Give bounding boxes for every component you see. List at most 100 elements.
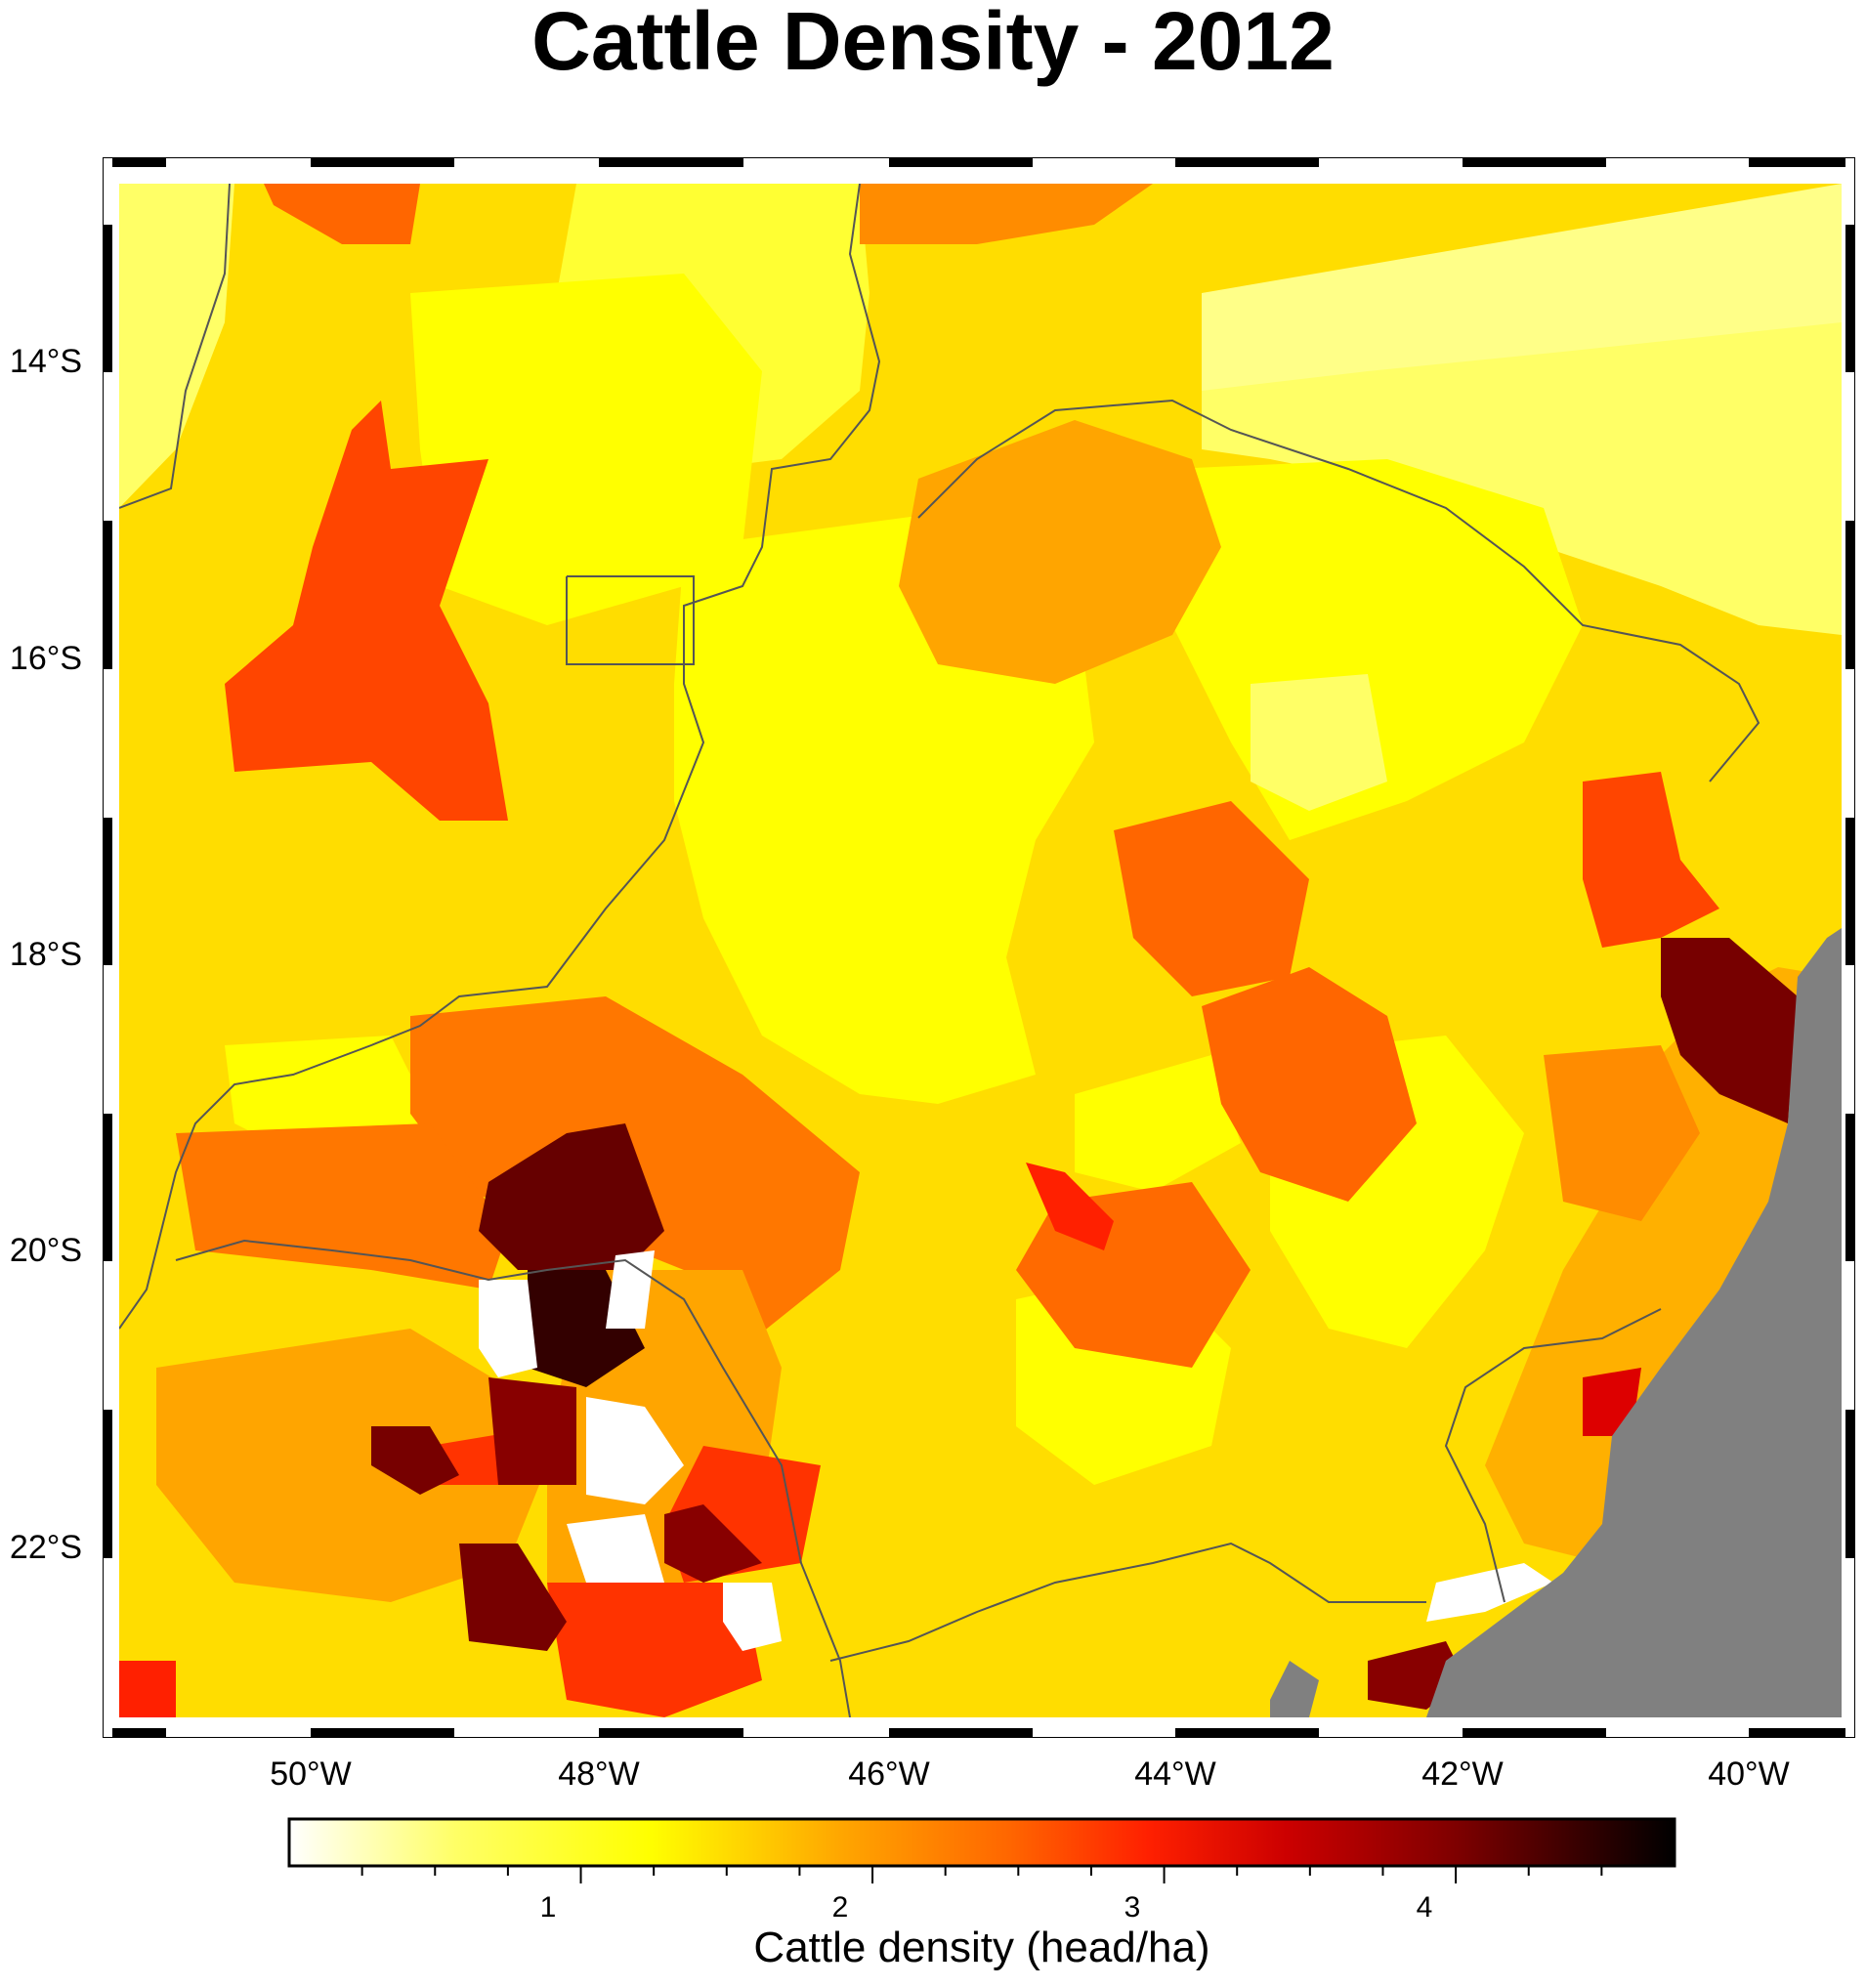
lon-label: 42°W xyxy=(1421,1755,1504,1793)
frame-segment xyxy=(1845,1410,1854,1558)
frame-segment xyxy=(1175,1728,1319,1737)
frame-segment xyxy=(599,158,743,167)
colorbar-gradient xyxy=(287,1817,1676,1868)
frame-segment xyxy=(104,965,112,1114)
frame-segment xyxy=(1845,225,1854,372)
frame-segment xyxy=(1463,158,1606,167)
frame-segment xyxy=(104,521,112,669)
frame-segment xyxy=(104,158,112,225)
frame-segment xyxy=(1749,158,1854,167)
state-borders xyxy=(119,184,1760,1717)
colorbar-label: Cattle density (head/ha) xyxy=(753,1924,1210,1971)
frame-segment xyxy=(1845,1558,1854,1737)
frame-segment xyxy=(311,158,454,167)
frame-segment xyxy=(104,1114,112,1261)
frame-segment xyxy=(104,372,112,521)
region-maroon-3 xyxy=(371,1426,459,1495)
longitude-labels: 50°W 48°W 46°W 44°W 42°W 40°W xyxy=(270,1755,1790,1793)
frame-segment xyxy=(1033,158,1175,167)
lat-label: 16°S xyxy=(10,640,82,677)
frame-segment xyxy=(454,1728,599,1737)
colorbar-tick-label: 3 xyxy=(1124,1891,1141,1924)
region-orange-sp xyxy=(156,1329,547,1602)
frame-segment xyxy=(1606,1728,1749,1737)
frame-segment xyxy=(1845,669,1854,818)
frame-segment xyxy=(1845,521,1854,669)
region-yellow-patch xyxy=(1075,1055,1241,1192)
frame-segment xyxy=(1845,1261,1854,1410)
region-maroon-4 xyxy=(459,1544,567,1651)
colorbar-ticks xyxy=(360,1866,1603,1883)
region-nw-pale xyxy=(119,184,234,508)
frame-segment xyxy=(743,1728,889,1737)
frame-segment xyxy=(104,1410,112,1558)
region-orange-top2 xyxy=(860,184,1153,244)
frame-segment xyxy=(311,1728,454,1737)
region-no-data-1 xyxy=(479,1280,537,1377)
frame-segment xyxy=(743,158,889,167)
region-orange-top xyxy=(264,184,420,244)
region-red-orange-goias xyxy=(225,401,508,821)
frame-segment xyxy=(104,818,112,965)
region-orange-1 xyxy=(899,420,1221,684)
region-red-corner xyxy=(119,1661,176,1717)
region-pale-ne2 xyxy=(1202,184,1842,391)
bay xyxy=(1270,1661,1319,1717)
region-orange-7 xyxy=(1544,1045,1700,1221)
region-red-orange-east xyxy=(1583,772,1719,948)
frame-segment xyxy=(104,158,166,167)
frame-segment xyxy=(1845,818,1854,965)
region-maroon-east xyxy=(1661,938,1798,1123)
region-orange-5 xyxy=(1114,801,1309,996)
frame-segment xyxy=(1175,158,1319,167)
colorbar-tick-label: 4 xyxy=(1417,1891,1433,1924)
region-pale-patch xyxy=(1251,674,1387,811)
lat-label: 20°S xyxy=(10,1232,82,1269)
lon-label: 44°W xyxy=(1134,1755,1216,1793)
frame-segment xyxy=(1463,1728,1606,1737)
colorbar: 1 2 3 4 xyxy=(287,1817,1676,1924)
frame-segment xyxy=(599,1728,743,1737)
map-area xyxy=(119,184,1842,1717)
map-title: Cattle Density - 2012 xyxy=(531,0,1335,87)
frame-segment xyxy=(1845,1114,1854,1261)
map-frame-ticks xyxy=(104,158,1854,1737)
frame-segment xyxy=(104,225,112,372)
lat-label: 22°S xyxy=(10,1529,82,1566)
region-no-data-5 xyxy=(723,1583,782,1651)
lon-label: 46°W xyxy=(848,1755,930,1793)
lon-label: 48°W xyxy=(558,1755,640,1793)
lon-label: 50°W xyxy=(270,1755,352,1793)
frame-segment xyxy=(1845,965,1854,1114)
latitude-labels: 14°S 16°S 18°S 20°S 22°S xyxy=(10,343,82,1566)
frame-segment xyxy=(454,158,599,167)
frame-segment xyxy=(104,1558,112,1737)
region-red-sp3 xyxy=(547,1583,762,1717)
region-goias-yellow xyxy=(410,274,762,625)
lat-label: 14°S xyxy=(10,343,82,380)
region-triangulo-yellow xyxy=(225,1036,430,1153)
frame-segment xyxy=(166,1728,311,1737)
lon-label: 40°W xyxy=(1708,1755,1790,1793)
region-no-data-6 xyxy=(1426,1563,1553,1622)
region-no-data-4 xyxy=(567,1514,664,1583)
frame-segment xyxy=(104,1728,166,1737)
frame-segment xyxy=(1319,1728,1463,1737)
region-maroon-5 xyxy=(664,1504,762,1583)
frame-segment xyxy=(166,158,311,167)
region-no-data-3 xyxy=(586,1397,684,1504)
frame-segment xyxy=(104,1261,112,1410)
region-orange-6 xyxy=(1202,967,1417,1202)
region-no-data-2 xyxy=(606,1250,655,1329)
frame-segment xyxy=(1606,158,1749,167)
region-orange-east xyxy=(1485,967,1837,1563)
ocean xyxy=(1426,928,1842,1717)
frame-segment xyxy=(889,158,1033,167)
region-red-patch xyxy=(1026,1163,1114,1250)
region-orange-3 xyxy=(176,1123,508,1290)
region-maroon-1 xyxy=(479,1123,664,1270)
frame-segment xyxy=(1845,372,1854,521)
lat-label: 18°S xyxy=(10,936,82,973)
region-pale-ne xyxy=(1202,293,1842,635)
